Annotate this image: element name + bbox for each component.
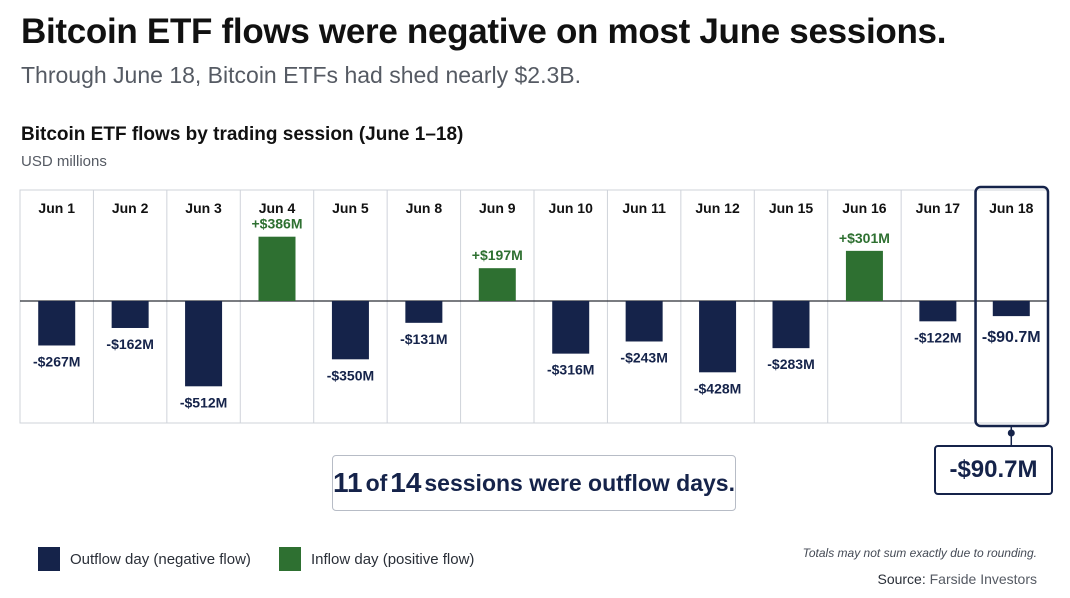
category-label: Jun 8 bbox=[406, 200, 443, 216]
category-label: Jun 5 bbox=[332, 200, 369, 216]
outflow-bar bbox=[38, 301, 76, 346]
category-label: Jun 18 bbox=[989, 200, 1034, 216]
category-label: Jun 12 bbox=[695, 200, 740, 216]
legend-outflow-label: Outflow day (negative flow) bbox=[70, 550, 251, 568]
category-label: Jun 4 bbox=[259, 200, 296, 216]
category-label: Jun 10 bbox=[549, 200, 594, 216]
inflow-bar bbox=[258, 236, 296, 301]
legend-inflow-label: Inflow day (positive flow) bbox=[311, 550, 475, 568]
value-label: -$243M bbox=[620, 349, 667, 365]
value-label: -$316M bbox=[547, 362, 594, 378]
chart-unit-label: USD millions bbox=[21, 153, 107, 170]
outflow-swatch bbox=[38, 547, 60, 571]
source-value: Farside Investors bbox=[929, 571, 1037, 587]
callout-of: of bbox=[365, 469, 388, 496]
outflow-bar bbox=[405, 301, 443, 323]
value-label: -$350M bbox=[327, 367, 374, 383]
source-label: Source: bbox=[877, 571, 926, 587]
outflow-summary-callout: 11 of 14 sessions were outflow days. bbox=[332, 455, 736, 511]
value-label: +$386M bbox=[252, 216, 303, 232]
outflow-bar bbox=[992, 301, 1030, 317]
session-total: 14 bbox=[390, 467, 422, 498]
value-label: -$512M bbox=[180, 394, 227, 410]
value-label: -$90.7M bbox=[982, 329, 1041, 346]
inflow-bar bbox=[478, 268, 516, 301]
category-label: Jun 16 bbox=[842, 200, 887, 216]
highlight-connector-dot bbox=[1007, 429, 1015, 437]
value-label: +$301M bbox=[839, 230, 890, 246]
category-label: Jun 1 bbox=[38, 200, 75, 216]
outflow-bar bbox=[699, 301, 737, 373]
outflow-bar bbox=[919, 301, 957, 322]
outflow-bar bbox=[111, 301, 149, 328]
highlight-value-box: -$90.7M bbox=[934, 445, 1053, 495]
category-label: Jun 11 bbox=[622, 200, 666, 216]
value-label: -$162M bbox=[106, 336, 153, 352]
value-label: -$131M bbox=[400, 331, 447, 347]
outflow-count: 11 bbox=[333, 467, 363, 498]
value-label: -$267M bbox=[33, 353, 80, 369]
category-label: Jun 3 bbox=[185, 200, 222, 216]
outflow-bar bbox=[772, 301, 810, 349]
callout-text: sessions were outflow days. bbox=[424, 469, 735, 496]
legend-inflow: Inflow day (positive flow) bbox=[279, 547, 474, 571]
outflow-bar bbox=[331, 301, 369, 360]
value-label: +$197M bbox=[472, 247, 523, 263]
subheadline: Through June 18, Bitcoin ETFs had shed n… bbox=[21, 62, 581, 88]
value-label: -$122M bbox=[914, 329, 961, 345]
inflow-bar bbox=[845, 250, 883, 301]
source-line: Source: Farside Investors bbox=[877, 571, 1037, 587]
legend-outflow: Outflow day (negative flow) bbox=[38, 547, 251, 571]
category-label: Jun 15 bbox=[769, 200, 814, 216]
inflow-swatch bbox=[279, 547, 301, 571]
value-label: -$283M bbox=[767, 356, 814, 372]
category-label: Jun 9 bbox=[479, 200, 516, 216]
value-label: -$428M bbox=[694, 380, 741, 396]
outflow-bar bbox=[625, 301, 663, 342]
footnote: Totals may not sum exactly due to roundi… bbox=[802, 546, 1037, 560]
outflow-bar bbox=[552, 301, 590, 354]
headline: Bitcoin ETF flows were negative on most … bbox=[21, 12, 947, 51]
outflow-bar bbox=[185, 301, 223, 387]
chart-title: Bitcoin ETF flows by trading session (Ju… bbox=[21, 124, 464, 145]
category-label: Jun 2 bbox=[112, 200, 149, 216]
category-label: Jun 17 bbox=[916, 200, 961, 216]
